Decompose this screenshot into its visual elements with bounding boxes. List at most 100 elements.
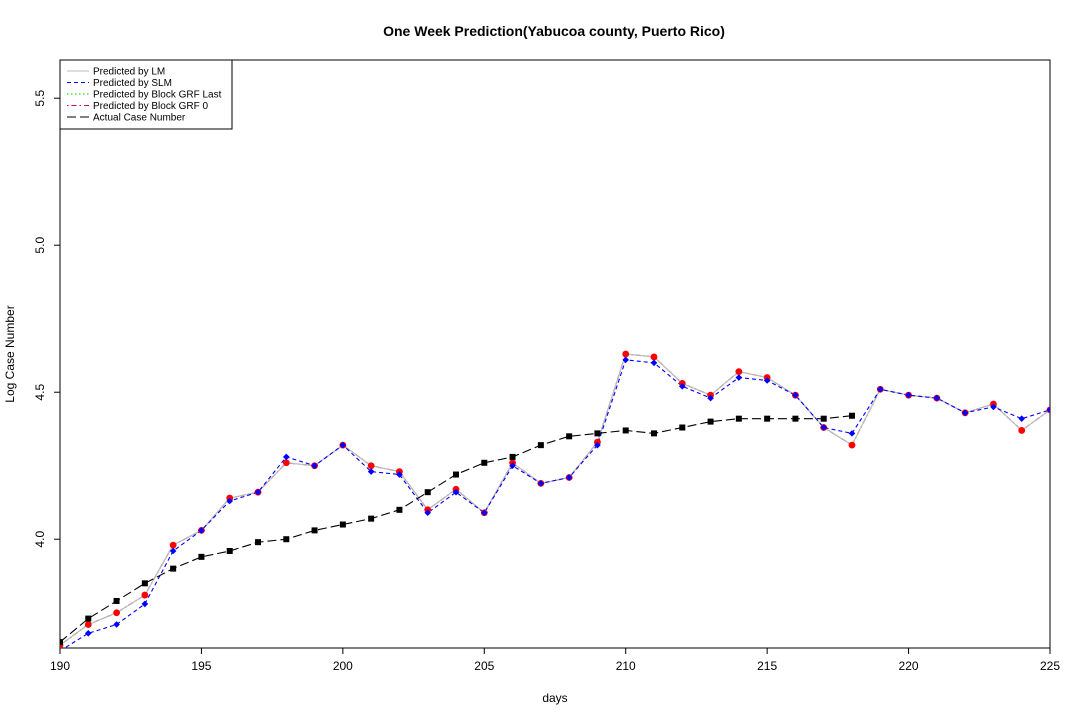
data-point bbox=[396, 506, 403, 513]
data-point bbox=[226, 547, 233, 554]
data-point bbox=[622, 356, 630, 364]
series-line bbox=[63, 359, 1050, 648]
data-point bbox=[113, 621, 120, 628]
data-point bbox=[1018, 415, 1026, 422]
data-point bbox=[85, 615, 92, 622]
data-point bbox=[933, 394, 941, 402]
data-point bbox=[820, 415, 827, 422]
x-axis-label: days bbox=[542, 691, 567, 705]
data-point bbox=[735, 368, 743, 376]
data-point bbox=[254, 488, 262, 496]
data-point bbox=[198, 527, 205, 534]
data-point bbox=[367, 468, 375, 475]
data-point bbox=[594, 430, 601, 437]
data-point bbox=[651, 430, 657, 437]
data-point bbox=[282, 459, 290, 467]
y-tick-label: 4.5 bbox=[33, 384, 47, 401]
data-point bbox=[622, 350, 630, 358]
data-point bbox=[650, 359, 658, 367]
data-point bbox=[255, 539, 261, 546]
data-point bbox=[453, 471, 459, 478]
data-point bbox=[678, 383, 686, 390]
data-point bbox=[1046, 406, 1050, 414]
data-point bbox=[622, 427, 629, 434]
data-point bbox=[565, 474, 573, 481]
data-point bbox=[1018, 427, 1026, 434]
data-point bbox=[735, 415, 742, 422]
y-axis: 4.0 4.5 5.0 5.5 bbox=[33, 90, 60, 548]
data-point bbox=[339, 521, 346, 528]
data-point bbox=[367, 462, 375, 470]
x-tick-label: 210 bbox=[616, 659, 636, 673]
data-point bbox=[113, 609, 120, 617]
series-line bbox=[60, 353, 1050, 646]
data-point bbox=[848, 430, 856, 437]
data-point bbox=[311, 527, 318, 534]
data-point bbox=[566, 433, 573, 440]
data-point bbox=[509, 462, 516, 470]
data-point bbox=[537, 442, 544, 449]
y-tick-label: 4.0 bbox=[33, 531, 47, 548]
x-tick-label: 205 bbox=[474, 659, 494, 673]
data-point bbox=[764, 415, 771, 422]
data-point bbox=[509, 453, 516, 460]
data-point bbox=[84, 621, 92, 628]
data-point bbox=[679, 424, 686, 431]
data-point bbox=[282, 453, 290, 461]
legend-label: Predicted by SLM bbox=[93, 78, 172, 89]
data-point bbox=[481, 459, 488, 466]
data-point bbox=[594, 441, 601, 449]
data-point bbox=[311, 462, 318, 470]
data-point bbox=[113, 597, 120, 604]
series-line bbox=[60, 353, 1050, 646]
series-line bbox=[60, 353, 1050, 646]
legend-label: Predicted by Block GRF Last bbox=[93, 90, 222, 101]
data-point bbox=[792, 415, 799, 422]
data-point bbox=[283, 536, 290, 543]
series-line bbox=[60, 415, 853, 643]
data-point bbox=[84, 630, 92, 637]
chart-title: One Week Prediction(Yabucoa county, Puer… bbox=[383, 23, 725, 39]
legend-label: Actual Case Number bbox=[93, 113, 186, 124]
data-point bbox=[452, 488, 460, 496]
data-point bbox=[820, 424, 828, 431]
x-tick-label: 220 bbox=[899, 659, 919, 673]
data-point bbox=[905, 391, 912, 399]
y-tick-label: 5.0 bbox=[33, 237, 47, 254]
data-point bbox=[848, 441, 856, 449]
data-point bbox=[424, 509, 432, 517]
x-tick-label: 200 bbox=[333, 659, 353, 673]
x-tick-label: 225 bbox=[1040, 659, 1060, 673]
data-point bbox=[537, 480, 545, 487]
data-point bbox=[60, 647, 61, 648]
y-axis-label: Log Case Number bbox=[3, 305, 17, 402]
data-point bbox=[169, 541, 177, 549]
data-point bbox=[141, 591, 149, 599]
x-axis: 190 195 200 205 210 215 220 225 bbox=[50, 648, 1060, 673]
x-tick-label: 215 bbox=[757, 659, 777, 673]
data-point bbox=[396, 471, 403, 478]
data-point bbox=[368, 515, 375, 522]
data-point bbox=[763, 377, 771, 384]
data-point bbox=[876, 385, 884, 393]
data-point bbox=[339, 441, 347, 449]
legend-label: Predicted by LM bbox=[93, 67, 165, 78]
x-tick-label: 190 bbox=[50, 659, 70, 673]
data-point bbox=[849, 412, 855, 419]
data-point bbox=[707, 418, 714, 425]
data-point bbox=[735, 374, 743, 381]
data-point bbox=[226, 497, 234, 505]
plot-area bbox=[59, 59, 1051, 649]
legend-label: Predicted by Block GRF 0 bbox=[93, 101, 208, 112]
data-point bbox=[792, 391, 799, 399]
data-point bbox=[707, 394, 714, 402]
data-point bbox=[169, 547, 177, 555]
data-point bbox=[990, 403, 997, 411]
data-point bbox=[424, 489, 431, 496]
x-tick-label: 195 bbox=[191, 659, 211, 673]
y-tick-label: 5.5 bbox=[33, 90, 47, 107]
data-point bbox=[198, 553, 205, 560]
series-layer bbox=[60, 350, 1050, 648]
